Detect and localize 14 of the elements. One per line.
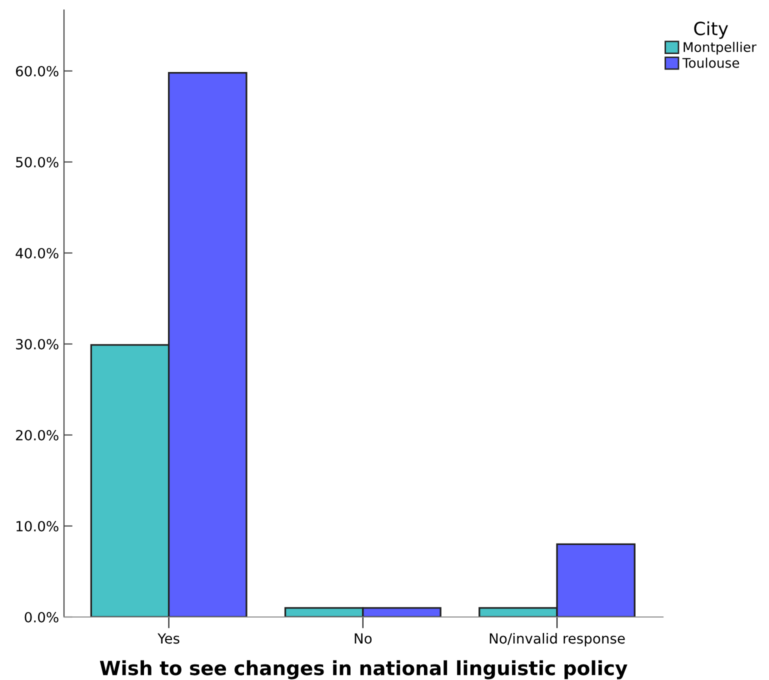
- y-tick-label: 50.0%: [16, 156, 58, 168]
- x-tick-label: No: [354, 633, 372, 644]
- legend-label: Toulouse: [682, 58, 740, 68]
- y-tick-label: 40.0%: [16, 248, 58, 258]
- y-tick-label: 0.0%: [24, 612, 58, 622]
- y-tick-label: 60.0%: [16, 66, 58, 76]
- y-tick-label: 10.0%: [16, 520, 58, 532]
- legend-label: Montpellier: [684, 42, 756, 55]
- x-axis-title: Wish to see changes in national linguistic policy: [100, 660, 628, 680]
- x-tick-label: Yes: [158, 633, 180, 644]
- x-tick-label: No/invalid response: [490, 632, 625, 646]
- y-tick-label: 30.0%: [16, 338, 58, 350]
- legend-title: City: [694, 21, 728, 39]
- y-tick-label: 20.0%: [16, 430, 58, 440]
